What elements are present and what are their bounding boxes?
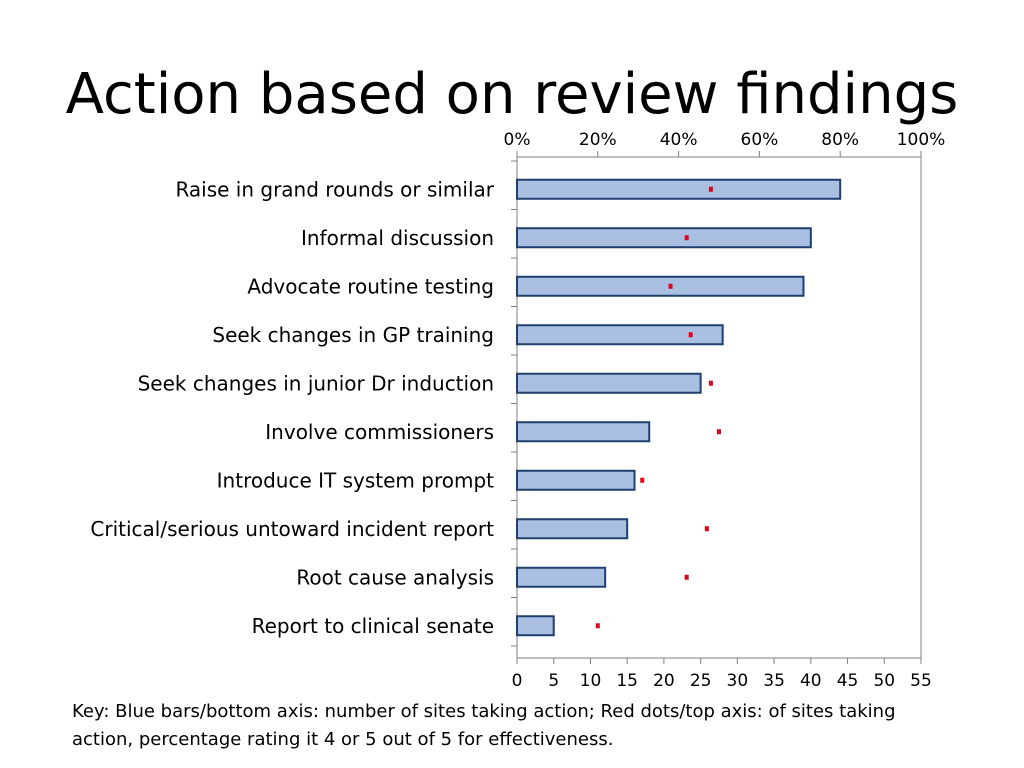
- bottom-tick-label: 50: [873, 671, 895, 691]
- category-label: Involve commissioners: [265, 420, 494, 444]
- bar: [516, 469, 636, 491]
- bottom-tick-label: 0: [512, 671, 523, 691]
- bottom-tick-label: 30: [727, 671, 749, 691]
- effectiveness-dot: [684, 235, 689, 241]
- category-label: Critical/serious untoward incident repor…: [90, 517, 494, 541]
- effectiveness-dot: [640, 477, 645, 483]
- dot-series: [595, 186, 721, 629]
- bar: [516, 372, 702, 394]
- effectiveness-dot: [717, 429, 721, 435]
- bottom-tick-label: 5: [548, 671, 559, 691]
- top-tick-label: 20%: [579, 130, 617, 150]
- bar: [516, 518, 629, 540]
- category-label: Advocate routine testing: [247, 274, 494, 298]
- effectiveness-dot: [708, 186, 713, 192]
- effectiveness-dot: [688, 332, 693, 338]
- bottom-tick-label: 10: [580, 671, 602, 691]
- bottom-axis-ticks: 0 5 10 15 20 25 30 35 40 45 50 55: [512, 658, 932, 691]
- top-tick-label: 60%: [741, 130, 779, 150]
- top-tick-label: 0%: [504, 130, 531, 150]
- bottom-tick-label: 55: [910, 671, 932, 691]
- bottom-tick-label: 40: [800, 671, 822, 691]
- category-label: Raise in grand rounds or similar: [175, 177, 494, 201]
- bottom-tick-label: 25: [690, 671, 712, 691]
- chart-key-note: Key: Blue bars/bottom axis: number of si…: [72, 701, 896, 750]
- bar: [516, 566, 607, 588]
- effectiveness-dot: [684, 574, 689, 580]
- bottom-tick-label: 20: [653, 671, 675, 691]
- bottom-tick-label: 45: [837, 671, 859, 691]
- category-label: Informal discussion: [301, 226, 494, 250]
- bar: [516, 227, 812, 249]
- bar: [516, 275, 805, 297]
- bottom-tick-label: 15: [616, 671, 638, 691]
- slide-title: Action based on review findings: [65, 62, 959, 127]
- effectiveness-dot: [668, 283, 673, 289]
- bar: [516, 324, 724, 346]
- bottom-tick-label: 35: [763, 671, 785, 691]
- effectiveness-dot: [704, 526, 709, 532]
- category-label: Seek changes in junior Dr induction: [138, 371, 494, 395]
- bar: [516, 615, 555, 637]
- effectiveness-dot: [595, 623, 600, 629]
- bar: [516, 421, 651, 443]
- top-tick-label: 100%: [897, 130, 946, 150]
- bar-series: [516, 178, 842, 637]
- bar: [516, 178, 842, 200]
- category-label: Seek changes in GP training: [212, 323, 494, 347]
- category-label: Report to clinical senate: [252, 614, 494, 638]
- category-label: Root cause analysis: [296, 565, 494, 589]
- top-tick-label: 80%: [821, 130, 859, 150]
- top-tick-label: 40%: [660, 130, 698, 150]
- top-axis-ticks: 0% 20% 40% 60% 80% 100%: [504, 130, 946, 157]
- effectiveness-dot: [708, 380, 713, 386]
- category-label: Introduce IT system prompt: [217, 468, 494, 492]
- category-labels: Raise in grand rounds or similar Informal…: [90, 177, 494, 638]
